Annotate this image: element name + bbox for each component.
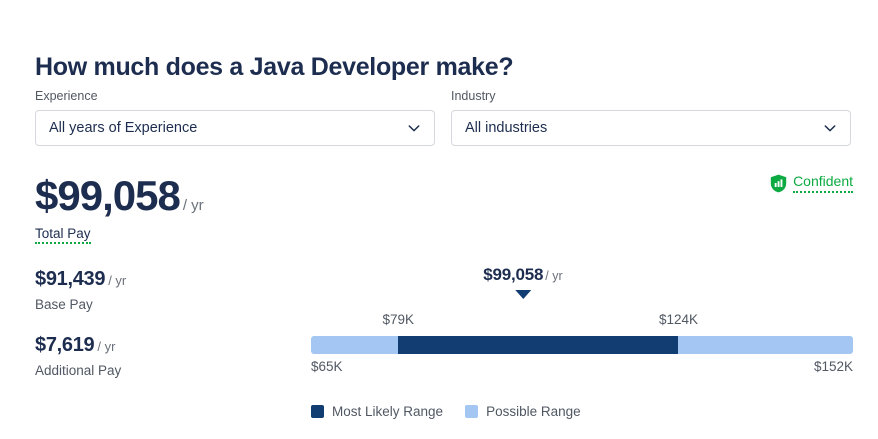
- legend-label-most-likely: Most Likely Range: [332, 404, 444, 419]
- additional-pay-amount: $7,619: [35, 334, 95, 356]
- median-marker-arrow-icon: [514, 290, 531, 299]
- base-pay-block: $91,439/ yr Base Pay: [35, 269, 126, 312]
- experience-select[interactable]: All years of Experience: [35, 110, 435, 146]
- total-pay-label[interactable]: Total Pay: [35, 226, 91, 244]
- industry-select-value: All industries: [465, 119, 548, 136]
- additional-pay-block: $7,619/ yr Additional Pay: [35, 335, 121, 378]
- additional-pay-amount-row: $7,619/ yr: [35, 335, 121, 356]
- median-marker-period: / yr: [545, 269, 563, 283]
- median-marker-text: $99,058/ yr: [483, 265, 562, 285]
- filter-experience: Experience All years of Experience: [35, 88, 435, 146]
- median-marker: $99,058/ yr: [483, 265, 563, 299]
- legend-swatch-most-likely: [311, 405, 324, 418]
- base-pay-label: Base Pay: [35, 297, 93, 312]
- pay-range-bar: [311, 336, 853, 354]
- legend-item-possible: Possible Range: [465, 404, 581, 419]
- page-title: How much does a Java Developer make?: [35, 52, 514, 81]
- additional-pay-period: / yr: [97, 339, 116, 354]
- median-marker-amount: $99,058: [483, 265, 544, 284]
- base-pay-amount-row: $91,439/ yr: [35, 269, 126, 290]
- likely-max-label: $124K: [658, 312, 698, 327]
- additional-pay-label: Additional Pay: [35, 363, 122, 378]
- range-max-label: $152K: [813, 359, 853, 374]
- confidence-badge[interactable]: Confident: [770, 173, 853, 193]
- total-pay-period: / yr: [182, 197, 204, 214]
- chart-outer-labels: $65K $152K: [311, 359, 853, 374]
- filter-industry: Industry All industries: [451, 88, 851, 146]
- chart-marker-wrap: $99,058/ yr: [311, 265, 853, 311]
- legend-label-possible: Possible Range: [486, 404, 581, 419]
- chart-inner-labels: $79K $124K: [311, 312, 853, 332]
- total-pay-amount: $99,058: [35, 172, 181, 219]
- confidence-label: Confident: [793, 173, 853, 193]
- legend-item-most-likely: Most Likely Range: [311, 404, 443, 419]
- shield-bar-chart-icon: [770, 174, 787, 193]
- total-pay-amount-row: $99,058/ yr: [35, 175, 204, 217]
- legend-swatch-possible: [465, 405, 479, 418]
- range-min-label: $65K: [311, 359, 343, 374]
- base-pay-amount: $91,439: [35, 268, 106, 290]
- most-likely-range-segment: [398, 336, 679, 354]
- industry-select[interactable]: All industries: [451, 110, 851, 146]
- chevron-down-icon: [823, 121, 837, 135]
- chevron-down-icon: [407, 121, 421, 135]
- total-pay-block: $99,058/ yr Total Pay: [35, 175, 204, 244]
- likely-min-label: $79K: [382, 312, 415, 327]
- experience-select-value: All years of Experience: [49, 119, 198, 136]
- chart-legend: Most Likely Range Possible Range: [311, 404, 581, 419]
- filter-experience-label: Experience: [35, 89, 98, 103]
- base-pay-period: / yr: [108, 273, 127, 288]
- filter-industry-label: Industry: [451, 89, 496, 103]
